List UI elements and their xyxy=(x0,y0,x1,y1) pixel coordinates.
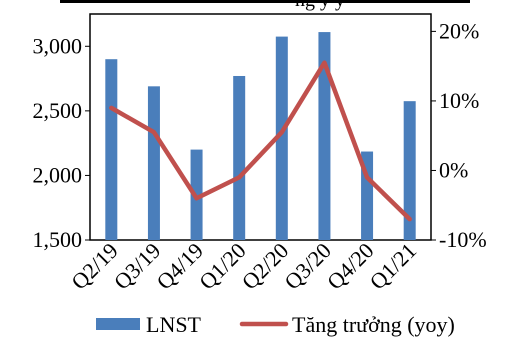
x-tick-label: Q3/20 xyxy=(279,238,336,295)
x-tick-label: Q1/21 xyxy=(365,238,422,295)
x-tick-label: Q4/19 xyxy=(152,238,209,295)
bars-group xyxy=(105,32,416,241)
bar-Q2-20 xyxy=(275,36,288,240)
left-tick-label: 2,000 xyxy=(33,162,83,187)
right-tick-label: 20% xyxy=(439,18,479,43)
bar-Q1-21 xyxy=(403,101,416,241)
left-tick-label: 2,500 xyxy=(33,98,83,123)
bar-Q2-19 xyxy=(105,59,118,241)
left-tick-label: 1,500 xyxy=(33,227,83,252)
right-tick-label: -10% xyxy=(439,227,487,252)
legend: LNST Tăng trưởng (yoy) xyxy=(96,312,455,337)
x-tick-label: Q4/20 xyxy=(322,238,379,295)
line-group xyxy=(109,60,412,222)
top-edge-bar xyxy=(60,0,470,3)
x-tick-label: Q1/20 xyxy=(194,238,251,295)
bar-Q3-19 xyxy=(147,86,160,240)
right-tick-label: 10% xyxy=(439,88,479,113)
partial-title-text: ng y y xyxy=(295,0,345,11)
bar-Q1-20 xyxy=(233,75,246,240)
legend-bar-label: LNST xyxy=(146,312,202,337)
plot-frame xyxy=(89,13,432,241)
right-tick-label: 0% xyxy=(439,157,468,182)
x-tick-label: Q2/20 xyxy=(237,238,294,295)
right-axis-ticks: -10% 0% 10% 20% xyxy=(431,18,487,252)
bar-Q3-20 xyxy=(318,32,331,240)
x-tick-label: Q3/19 xyxy=(109,238,166,295)
legend-bar-swatch xyxy=(96,318,140,330)
growth-line xyxy=(109,60,412,222)
left-axis-ticks: 1,500 2,000 2,500 3,000 xyxy=(33,33,90,252)
legend-line-label: Tăng trưởng (yoy) xyxy=(292,312,455,337)
left-tick-label: 3,000 xyxy=(33,33,83,58)
